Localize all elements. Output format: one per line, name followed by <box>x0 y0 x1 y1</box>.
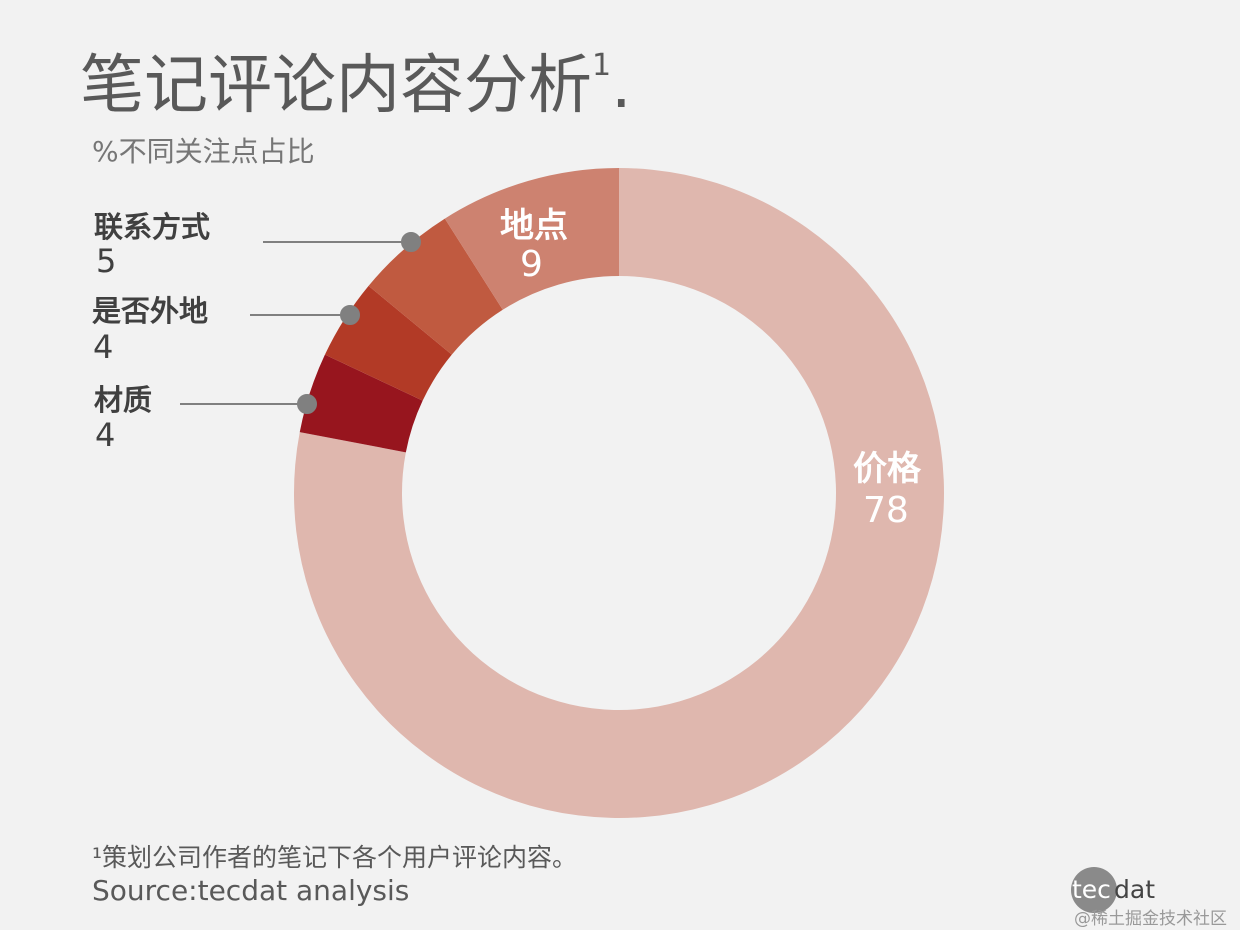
donut-slice-1 <box>299 354 423 453</box>
donut-slice-3 <box>368 218 503 355</box>
value-waidi: 4 <box>93 328 114 366</box>
title-footnote-mark: 1 <box>592 48 612 83</box>
leader-lines <box>180 232 421 414</box>
source-note: Source:tecdat analysis <box>92 874 410 907</box>
page-title: 笔记评论内容分析1. <box>80 34 631 126</box>
value-didian: 9 <box>520 244 543 285</box>
leader-dot-caizhi <box>297 394 317 414</box>
value-caizhi: 4 <box>95 416 116 454</box>
label-didian: 地点 <box>500 206 568 246</box>
label-caizhi: 材质 <box>94 383 153 417</box>
chart-subtitle: %不同关注点占比 <box>92 135 315 168</box>
value-lianxi: 5 <box>96 242 117 280</box>
svg-text:dat: dat <box>1114 875 1155 904</box>
svg-text:tec: tec <box>1072 875 1111 904</box>
label-jiage: 价格 <box>853 449 921 489</box>
leader-dot-waidi <box>340 305 360 325</box>
value-jiage: 78 <box>863 490 909 531</box>
leader-dot-lianxi <box>401 232 421 252</box>
watermark: @稀土掘金技术社区 <box>1074 909 1227 929</box>
footnote: ¹策划公司作者的笔记下各个用户评论内容。 <box>92 843 578 872</box>
donut-slice-4 <box>444 168 619 310</box>
donut-slice-0 <box>294 168 944 818</box>
title-text: 笔记评论内容分析 <box>80 49 592 123</box>
tecdat-logo: tec dat <box>1070 866 1160 920</box>
label-waidi: 是否外地 <box>92 294 209 328</box>
title-suffix: . <box>611 49 632 123</box>
label-lianxi: 联系方式 <box>94 210 211 244</box>
